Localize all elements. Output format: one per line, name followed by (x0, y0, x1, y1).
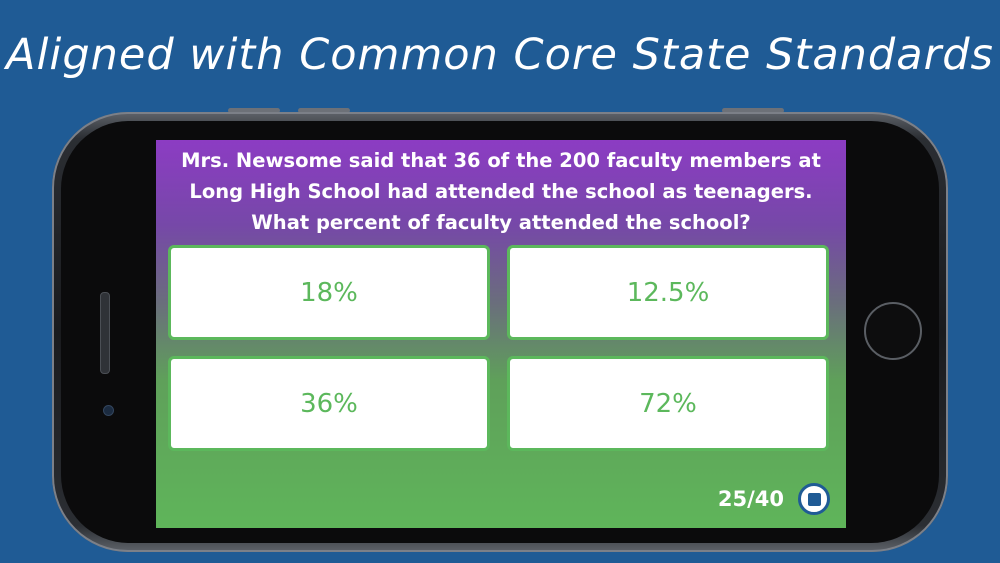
home-button[interactable] (864, 302, 922, 360)
progress-counter: 25/40 (717, 487, 784, 511)
quiz-screen: Mrs. Newsome said that 36 of the 200 fac… (156, 140, 846, 528)
question-text: Mrs. Newsome said that 36 of the 200 fac… (181, 149, 821, 234)
headline: Aligned with Common Core State Standards (6, 30, 994, 80)
answer-option-1[interactable]: 18% (168, 245, 490, 340)
stop-icon (807, 492, 821, 506)
stop-button[interactable] (798, 483, 830, 515)
phone-top-button-power (722, 108, 784, 113)
answer-option-4[interactable]: 72% (507, 356, 829, 451)
phone-top-button-right (298, 108, 350, 113)
answer-option-2[interactable]: 12.5% (507, 245, 829, 340)
answer-option-3[interactable]: 36% (168, 356, 490, 451)
phone-speaker (100, 292, 110, 374)
phone-camera (103, 405, 114, 416)
phone-top-button-left (228, 108, 280, 113)
